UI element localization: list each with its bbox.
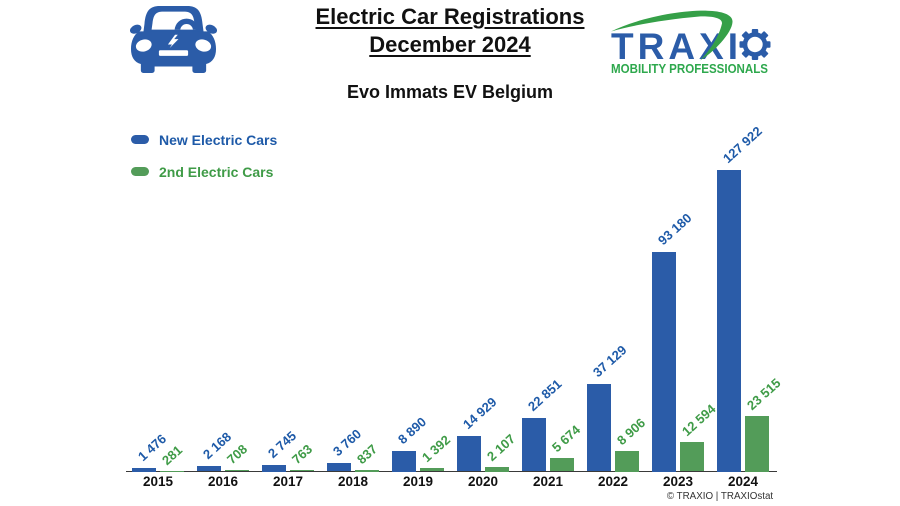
svg-text:MOBILITY PROFESSIONALS: MOBILITY PROFESSIONALS xyxy=(611,62,768,76)
svg-text:TRAXI: TRAXI xyxy=(611,26,738,67)
